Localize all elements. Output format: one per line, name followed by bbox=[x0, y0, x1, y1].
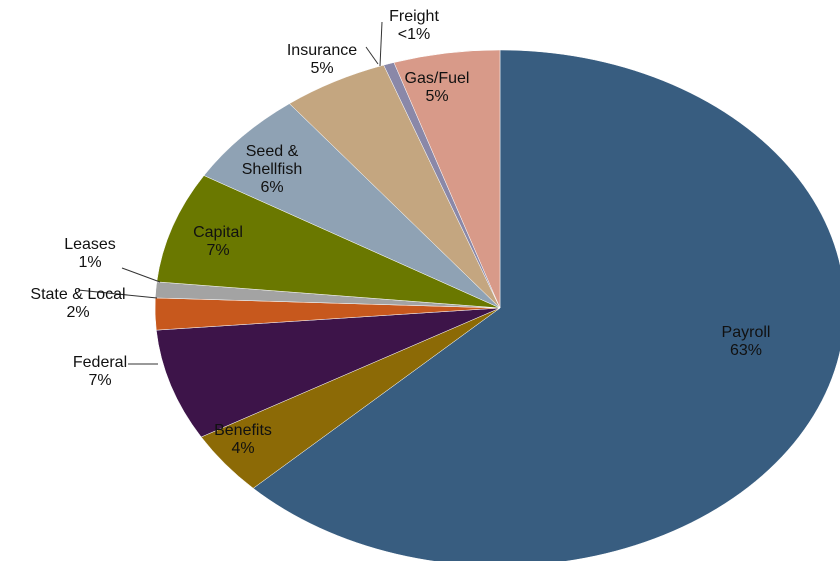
slice-value-label: 5% bbox=[425, 88, 448, 105]
slice-label: Payroll bbox=[722, 324, 771, 341]
leader-line bbox=[365, 46, 379, 65]
pie-slice bbox=[393, 49, 501, 309]
leader-line bbox=[121, 267, 161, 283]
slice-label: Capital bbox=[193, 224, 243, 241]
pie-slice bbox=[156, 175, 501, 309]
pie-slice bbox=[155, 307, 501, 438]
slice-value-label: 1% bbox=[78, 254, 101, 271]
slice-label: Federal bbox=[73, 354, 127, 371]
slice-value-label: 63% bbox=[730, 342, 762, 359]
slice-value-label: 5% bbox=[310, 60, 333, 77]
leader-line bbox=[379, 21, 383, 67]
slice-label: Seed & Shellfish bbox=[242, 143, 302, 178]
leader-line bbox=[77, 289, 158, 299]
slice-label: Freight bbox=[389, 8, 439, 25]
slice-value-label: 6% bbox=[260, 179, 283, 196]
slice-label: Insurance bbox=[287, 42, 357, 59]
slice-label: State & Local bbox=[30, 286, 125, 303]
slice-label: Benefits bbox=[214, 422, 272, 439]
slice-value-label: 4% bbox=[231, 440, 254, 457]
slice-value-label: 7% bbox=[88, 372, 111, 389]
slice-label: Leases bbox=[64, 236, 116, 253]
slice-value-label: <1% bbox=[398, 26, 430, 43]
slice-value-label: 2% bbox=[66, 304, 89, 321]
slice-label: Gas/Fuel bbox=[405, 70, 470, 87]
slice-value-label: 7% bbox=[206, 242, 229, 259]
pie-slice bbox=[203, 103, 501, 309]
